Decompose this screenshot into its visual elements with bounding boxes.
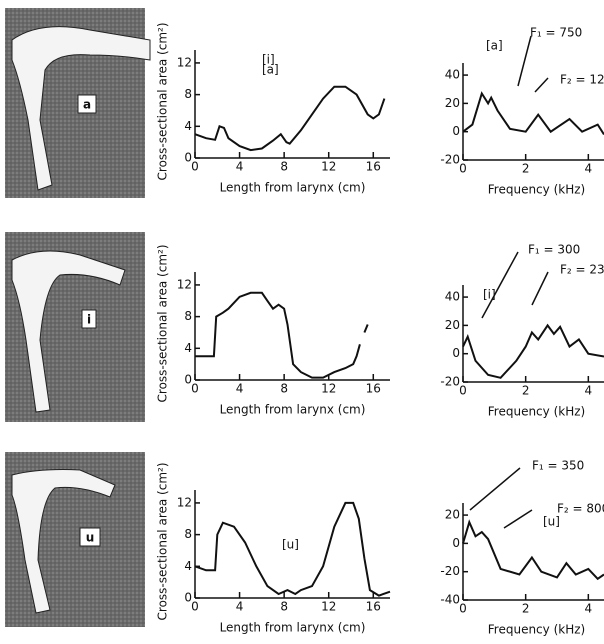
- x-axis-label: Length from larynx (cm): [220, 621, 366, 635]
- x-tick-label: 12: [321, 600, 336, 614]
- y-axis-label: Cross-sectional area (cm²): [156, 245, 170, 403]
- y-tick-label: 0: [184, 151, 192, 165]
- y-tick-label: 20: [445, 318, 460, 332]
- x-axis-label: Length from larynx (cm): [220, 403, 366, 417]
- y-tick-label: 12: [177, 55, 192, 69]
- x-axis-label: Frequency (kHz): [488, 183, 585, 197]
- annotation: [a]: [486, 39, 503, 53]
- diagram-label: i: [87, 313, 91, 327]
- data-line: [462, 323, 604, 379]
- y-tick-label: -20: [440, 153, 460, 167]
- vocal-tract-i: i: [5, 232, 145, 422]
- x-tick-label: 4: [236, 382, 244, 396]
- x-tick-label: 4: [585, 602, 593, 616]
- y-tick-label: 4: [184, 119, 192, 133]
- annotation: F₂ = 2300: [560, 263, 604, 277]
- x-tick-label: 8: [280, 160, 288, 174]
- annotation: F₂ = 800: [557, 502, 604, 516]
- y-tick-label: 0: [184, 373, 192, 387]
- x-tick-label: 2: [522, 384, 530, 398]
- y-tick-label: 20: [445, 96, 460, 110]
- y-tick-label: 4: [184, 341, 192, 355]
- annotation: [u]: [282, 538, 299, 552]
- vocal-tract-a: a: [5, 8, 151, 198]
- y-tick-label: 12: [177, 495, 192, 509]
- y-tick-label: 4: [184, 559, 192, 573]
- x-tick-label: 4: [236, 160, 244, 174]
- vocal-tract-u: u: [5, 452, 145, 627]
- y-tick-label: 0: [452, 124, 460, 138]
- x-tick-label: 16: [366, 382, 381, 396]
- x-tick-label: 0: [191, 160, 199, 174]
- arrow: [481, 251, 519, 319]
- x-tick-label: 0: [459, 602, 467, 616]
- y-tick-label: 0: [452, 536, 460, 550]
- arrow: [469, 467, 521, 511]
- annotation: F₂ = 1200: [560, 73, 604, 87]
- x-tick-label: 8: [280, 600, 288, 614]
- y-tick-label: 40: [445, 68, 460, 82]
- y-tick-label: -20: [440, 564, 460, 578]
- x-tick-label: 0: [459, 162, 467, 176]
- y-tick-label: 8: [184, 527, 192, 541]
- y-tick-label: 8: [184, 309, 192, 323]
- x-axis-label: Length from larynx (cm): [220, 181, 366, 195]
- y-tick-label: -40: [440, 593, 460, 607]
- x-tick-label: 2: [522, 602, 530, 616]
- annotation: [u]: [543, 515, 560, 529]
- x-tick-label: 0: [191, 600, 199, 614]
- annotation: F₁ = 300: [528, 243, 580, 257]
- arrow: [517, 35, 532, 87]
- y-tick-label: 12: [177, 277, 192, 291]
- x-tick-label: 4: [236, 600, 244, 614]
- x-axis-label: Frequency (kHz): [488, 405, 585, 419]
- y-axis-label: Cross-sectional area (cm²): [156, 463, 170, 621]
- data-line: [194, 501, 391, 597]
- y-tick-label: 0: [184, 591, 192, 605]
- arrow: [503, 509, 533, 529]
- y-tick-label: 40: [445, 290, 460, 304]
- x-tick-label: 8: [280, 382, 288, 396]
- data-line: [462, 519, 604, 581]
- data-line: [194, 85, 386, 152]
- annotation: [i]: [262, 53, 275, 67]
- annotation: F₁ = 750: [530, 26, 582, 40]
- x-tick-label: 16: [366, 600, 381, 614]
- x-tick-label: 16: [366, 160, 381, 174]
- arrow: [531, 271, 549, 306]
- x-tick-label: 0: [191, 382, 199, 396]
- y-tick-label: 8: [184, 87, 192, 101]
- data-line: [195, 291, 369, 379]
- x-tick-label: 4: [585, 384, 593, 398]
- diagram-label: u: [86, 531, 95, 545]
- y-tick-label: 0: [452, 346, 460, 360]
- x-tick-label: 0: [459, 384, 467, 398]
- x-axis-label: Frequency (kHz): [488, 623, 585, 637]
- annotation: [a]: [262, 63, 279, 77]
- data-line: [462, 91, 604, 136]
- y-tick-label: -20: [440, 375, 460, 389]
- y-tick-label: 20: [445, 508, 460, 522]
- y-axis-label: Cross-sectional area (cm²): [156, 23, 170, 181]
- arrow: [534, 77, 549, 93]
- annotation: [i]: [483, 288, 496, 302]
- x-tick-label: 2: [522, 162, 530, 176]
- x-tick-label: 12: [321, 382, 336, 396]
- x-tick-label: 4: [585, 162, 593, 176]
- x-tick-label: 12: [321, 160, 336, 174]
- annotation: F₁ = 350: [532, 459, 584, 473]
- diagram-label: a: [83, 98, 91, 112]
